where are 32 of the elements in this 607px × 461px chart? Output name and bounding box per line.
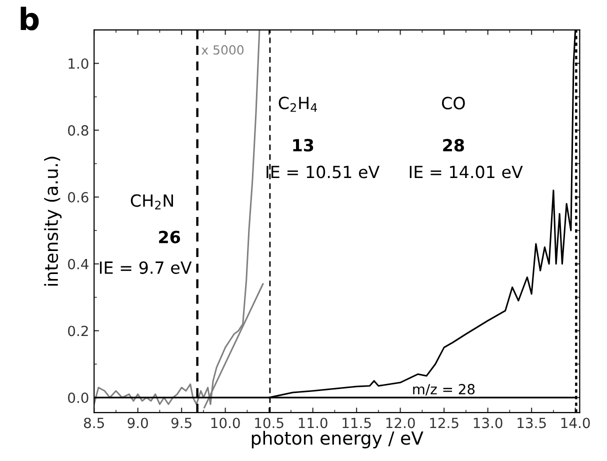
x-tick-label: 9.5 [171, 418, 192, 428]
annotation: x 5000 [202, 45, 244, 55]
annotation: C$_{2}$H$_{4}$ [278, 96, 318, 112]
annotation: CO [442, 96, 465, 110]
y-tick-label: 0.6 [68, 192, 88, 203]
x-axis-title: photon energy / eV [252, 430, 424, 448]
x-tick-label: 12.0 [386, 418, 415, 428]
y-tick-label: 0.2 [68, 326, 88, 336]
x-tick-label: 10.5 [255, 418, 284, 428]
chart-title: b [20, 6, 39, 30]
y-axis-title: intensity (a.u.) [44, 156, 62, 286]
x-tick-label: 9.0 [128, 418, 148, 428]
annotation: IE = 10.51 eV [266, 166, 380, 178]
x-tick-label: 12.5 [430, 418, 458, 428]
y-tick-label: 0.0 [68, 392, 88, 404]
annotation: IE = 9.7 eV [100, 261, 192, 274]
x-tick-label: 14.0 [561, 418, 590, 428]
annotation: 13 [293, 138, 314, 152]
y-tick-label: 0.8 [68, 125, 88, 136]
annotation: m/z = 28 [413, 384, 475, 396]
x-tick-label: 11.0 [298, 418, 328, 428]
x-tick-label: 11.5 [342, 418, 371, 428]
annotation: IE = 14.01 eV [410, 166, 523, 178]
annotation: CH$_{2}$N [130, 194, 173, 210]
x-tick-label: 8.5 [84, 418, 104, 428]
annotation: 26 [159, 230, 180, 244]
x-tick-label: 13.0 [474, 418, 502, 428]
x-tick-label: 13.5 [518, 418, 546, 428]
x-tick-label: 10.0 [211, 418, 240, 428]
y-tick-label: 0.4 [68, 258, 88, 270]
y-tick-label: 1.0 [68, 58, 88, 69]
annotation: 28 [443, 138, 464, 152]
